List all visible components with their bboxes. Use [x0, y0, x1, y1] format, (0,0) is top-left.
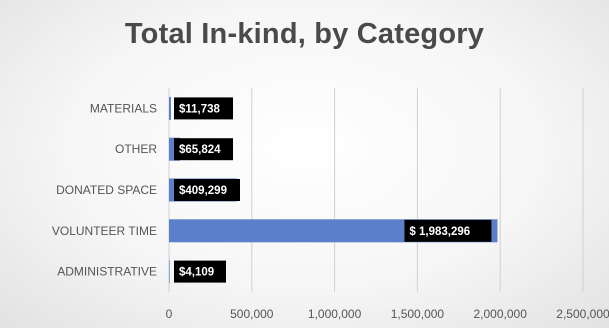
data-label: $409,299 [179, 185, 227, 197]
data-label-box [174, 260, 226, 283]
x-tick-label: 0 [166, 307, 173, 321]
x-tick-label: 1,500,000 [391, 307, 445, 321]
x-tick-label: 2,000,000 [474, 307, 528, 321]
x-tick-label: 1,000,000 [308, 307, 362, 321]
data-label: $ 1,983,296 [409, 226, 470, 238]
data-label-box [174, 97, 233, 120]
category-label: DONATED SPACE [56, 183, 157, 197]
category-label: VOLUNTEER TIME [52, 224, 157, 238]
chart-title: Total In-kind, by Category [124, 18, 485, 50]
x-tick-label: 2,500,000 [556, 307, 609, 321]
data-label: $4,109 [179, 267, 214, 279]
data-label-box [174, 138, 233, 161]
x-tick-label: 500,000 [230, 307, 274, 321]
data-label-box [404, 219, 492, 242]
bar [169, 260, 170, 284]
bar [169, 96, 171, 120]
data-label: $65,824 [179, 144, 221, 156]
category-label: ADMINISTRATIVE [57, 265, 157, 279]
data-label: $11,738 [179, 103, 221, 115]
category-label: MATERIALS [90, 101, 157, 115]
data-label-box [174, 179, 240, 201]
category-label: OTHER [115, 142, 157, 156]
